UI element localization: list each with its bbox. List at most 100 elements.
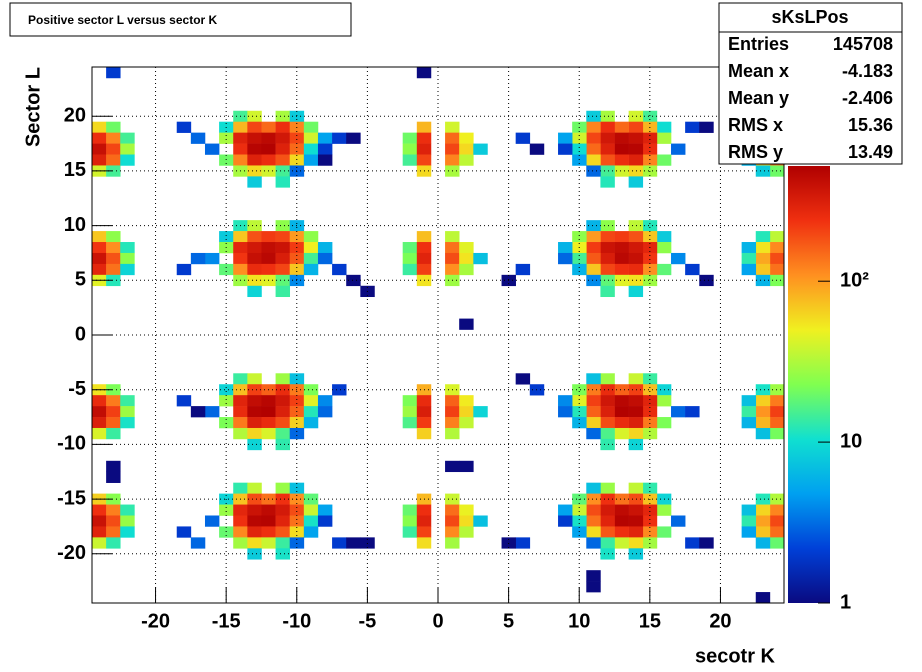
cell xyxy=(656,526,672,538)
cell xyxy=(204,406,220,418)
cell xyxy=(303,515,319,527)
cell xyxy=(261,121,276,133)
stats-box: sKsLPos Entries 145708 Mean x -4.183 Mean y -… xyxy=(718,2,903,165)
cell xyxy=(120,395,135,407)
cell xyxy=(600,252,615,265)
cell xyxy=(558,406,573,418)
cell xyxy=(289,154,305,166)
cell xyxy=(346,537,361,549)
cell xyxy=(501,537,516,549)
cell xyxy=(628,231,644,243)
cell xyxy=(628,504,644,516)
cell xyxy=(275,154,291,166)
cell xyxy=(600,438,615,451)
cell xyxy=(628,438,644,451)
x-tick-label: 15 xyxy=(639,610,661,632)
cell xyxy=(106,406,121,418)
cell xyxy=(247,263,262,276)
cell xyxy=(247,417,262,429)
cell xyxy=(106,384,121,396)
cell xyxy=(303,132,319,144)
cell xyxy=(261,252,276,265)
stats-label: Mean x xyxy=(728,61,789,81)
cell xyxy=(628,176,644,188)
cell xyxy=(586,154,601,166)
cell xyxy=(642,220,658,232)
cell xyxy=(275,406,291,418)
cell xyxy=(317,132,333,144)
cell xyxy=(247,493,262,505)
cell xyxy=(628,121,644,133)
cell xyxy=(92,526,107,538)
cell xyxy=(572,515,587,527)
cell xyxy=(261,263,276,276)
cell xyxy=(402,242,418,254)
cell xyxy=(176,263,192,276)
cell xyxy=(685,263,700,276)
cell xyxy=(459,252,474,265)
cell xyxy=(529,143,545,155)
cell xyxy=(445,537,460,549)
cell xyxy=(219,132,234,144)
cell xyxy=(332,132,347,144)
cell xyxy=(275,143,291,155)
cell xyxy=(628,493,644,505)
cell xyxy=(120,515,135,527)
cell xyxy=(628,143,644,155)
cell xyxy=(572,143,587,155)
cell xyxy=(614,121,629,133)
cell xyxy=(190,406,206,418)
cell xyxy=(106,493,121,505)
cell xyxy=(106,471,121,483)
cell xyxy=(233,417,248,429)
cell xyxy=(445,132,460,144)
cell xyxy=(671,252,686,265)
cell xyxy=(572,154,587,166)
cell xyxy=(247,231,262,243)
cell xyxy=(628,110,644,122)
cell xyxy=(120,143,135,155)
cell xyxy=(303,526,319,538)
cell xyxy=(755,231,771,243)
cell xyxy=(247,220,262,232)
cell xyxy=(642,132,658,144)
cell xyxy=(656,395,672,407)
stats-value: 145708 xyxy=(833,34,893,54)
cell xyxy=(642,482,658,494)
cell xyxy=(600,504,615,516)
cell xyxy=(289,373,305,385)
cell xyxy=(586,406,601,418)
cell xyxy=(233,537,248,549)
cell xyxy=(741,263,757,276)
cell xyxy=(402,406,418,418)
cell xyxy=(600,231,615,243)
cell xyxy=(106,121,121,133)
cell xyxy=(628,395,644,407)
cell xyxy=(416,263,432,276)
cell xyxy=(204,143,220,155)
cell xyxy=(600,263,615,276)
cell xyxy=(614,406,629,418)
cell xyxy=(769,231,785,243)
cell xyxy=(275,110,291,122)
cell xyxy=(628,252,644,265)
y-tick-label: 0 xyxy=(75,323,86,345)
cell xyxy=(303,493,319,505)
cell xyxy=(586,252,601,265)
cell xyxy=(755,504,771,516)
cell xyxy=(586,274,601,287)
cell xyxy=(317,406,333,418)
cell xyxy=(459,526,474,538)
cell xyxy=(656,132,672,144)
cell xyxy=(558,143,573,155)
cell xyxy=(628,373,644,385)
cell xyxy=(275,231,291,243)
cell xyxy=(600,417,615,429)
cell xyxy=(600,515,615,527)
cell xyxy=(685,121,700,133)
cell xyxy=(699,537,714,549)
cell xyxy=(247,515,262,527)
cell xyxy=(769,384,785,396)
cell xyxy=(769,395,785,407)
cell xyxy=(586,427,601,440)
